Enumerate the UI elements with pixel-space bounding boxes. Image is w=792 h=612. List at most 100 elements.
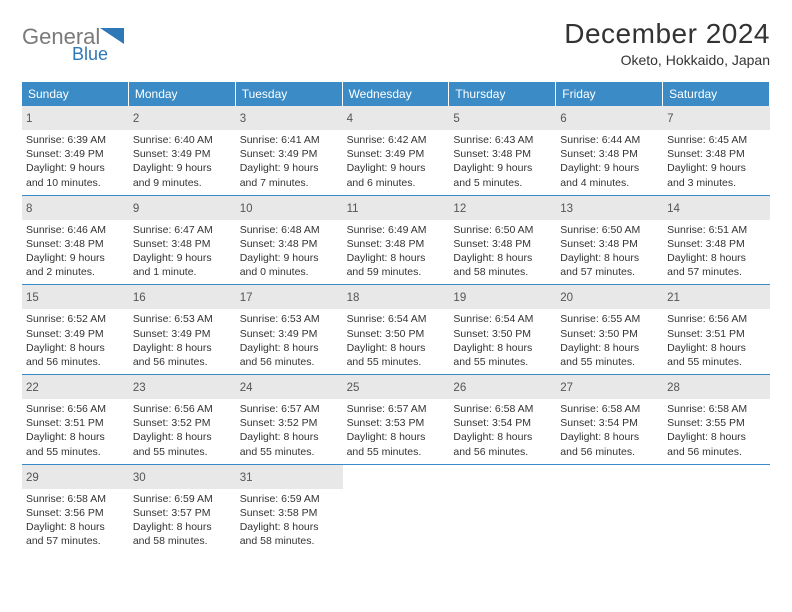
day-cell: 31Sunrise: 6:59 AMSunset: 3:58 PMDayligh… bbox=[236, 465, 343, 554]
day-info-line: Sunrise: 6:58 AM bbox=[560, 402, 659, 416]
day-number-row: 13 bbox=[556, 196, 663, 220]
day-number: 12 bbox=[453, 203, 466, 215]
day-cell bbox=[449, 465, 556, 554]
day-cell: 4Sunrise: 6:42 AMSunset: 3:49 PMDaylight… bbox=[343, 106, 450, 195]
title-location: Oketo, Hokkaido, Japan bbox=[564, 52, 770, 68]
day-info-line: Sunset: 3:48 PM bbox=[667, 237, 766, 251]
day-info-line: Sunrise: 6:50 AM bbox=[560, 223, 659, 237]
day-info-line: Daylight: 8 hours bbox=[347, 341, 446, 355]
day-number-row: 30 bbox=[129, 465, 236, 489]
day-number: 9 bbox=[133, 203, 139, 215]
day-number-row: 20 bbox=[556, 285, 663, 309]
day-number: 5 bbox=[453, 113, 459, 125]
day-info-line: and 55 minutes. bbox=[453, 355, 552, 369]
day-info-line: and 55 minutes. bbox=[26, 445, 125, 459]
day-info-line: Sunset: 3:55 PM bbox=[667, 416, 766, 430]
day-number: 31 bbox=[240, 472, 253, 484]
day-info-line: and 55 minutes. bbox=[240, 445, 339, 459]
logo: General Blue bbox=[22, 22, 142, 67]
day-info-line: Sunrise: 6:56 AM bbox=[133, 402, 232, 416]
day-number: 11 bbox=[347, 203, 359, 215]
day-cell: 6Sunrise: 6:44 AMSunset: 3:48 PMDaylight… bbox=[556, 106, 663, 195]
day-info-line: Daylight: 8 hours bbox=[133, 520, 232, 534]
day-info-line: Daylight: 8 hours bbox=[667, 341, 766, 355]
day-info-line: and 9 minutes. bbox=[133, 176, 232, 190]
day-number-row: 18 bbox=[343, 285, 450, 309]
day-cell: 2Sunrise: 6:40 AMSunset: 3:49 PMDaylight… bbox=[129, 106, 236, 195]
day-info-line: Sunrise: 6:58 AM bbox=[667, 402, 766, 416]
day-info-line: Sunset: 3:54 PM bbox=[453, 416, 552, 430]
header: General Blue December 2024 Oketo, Hokkai… bbox=[22, 18, 770, 68]
day-header: Sunday bbox=[22, 82, 129, 106]
day-info-line: Sunset: 3:49 PM bbox=[240, 147, 339, 161]
day-info-line: and 58 minutes. bbox=[453, 265, 552, 279]
day-info-line: Daylight: 9 hours bbox=[133, 251, 232, 265]
day-info-line: Sunrise: 6:41 AM bbox=[240, 133, 339, 147]
day-info-line: Daylight: 9 hours bbox=[26, 161, 125, 175]
day-number-row: 23 bbox=[129, 375, 236, 399]
day-info-line: Daylight: 8 hours bbox=[453, 341, 552, 355]
day-number: 15 bbox=[26, 292, 39, 304]
day-header: Thursday bbox=[449, 82, 556, 106]
day-cell: 21Sunrise: 6:56 AMSunset: 3:51 PMDayligh… bbox=[663, 285, 770, 374]
day-info-line: and 57 minutes. bbox=[26, 534, 125, 548]
day-cell: 16Sunrise: 6:53 AMSunset: 3:49 PMDayligh… bbox=[129, 285, 236, 374]
day-info-line: Sunset: 3:48 PM bbox=[347, 237, 446, 251]
day-info-line: and 55 minutes. bbox=[133, 445, 232, 459]
day-cell: 1Sunrise: 6:39 AMSunset: 3:49 PMDaylight… bbox=[22, 106, 129, 195]
day-info-line: Sunset: 3:48 PM bbox=[560, 237, 659, 251]
day-number-row: 21 bbox=[663, 285, 770, 309]
day-info-line: Sunset: 3:49 PM bbox=[26, 147, 125, 161]
day-info-line: Sunrise: 6:51 AM bbox=[667, 223, 766, 237]
day-number: 14 bbox=[667, 203, 680, 215]
day-number-row: 25 bbox=[343, 375, 450, 399]
day-number-row: 26 bbox=[449, 375, 556, 399]
day-info-line: Sunset: 3:48 PM bbox=[453, 147, 552, 161]
day-number: 27 bbox=[560, 382, 573, 394]
day-cell: 17Sunrise: 6:53 AMSunset: 3:49 PMDayligh… bbox=[236, 285, 343, 374]
day-info-line: Sunset: 3:48 PM bbox=[240, 237, 339, 251]
day-info-line: and 56 minutes. bbox=[560, 445, 659, 459]
day-header: Wednesday bbox=[343, 82, 450, 106]
day-info-line: Daylight: 8 hours bbox=[133, 341, 232, 355]
day-number-row: 10 bbox=[236, 196, 343, 220]
day-info-line: and 4 minutes. bbox=[560, 176, 659, 190]
day-cell bbox=[343, 465, 450, 554]
day-info-line: Daylight: 9 hours bbox=[560, 161, 659, 175]
day-info-line: Sunset: 3:52 PM bbox=[240, 416, 339, 430]
day-number: 24 bbox=[240, 382, 253, 394]
day-info-line: and 56 minutes. bbox=[133, 355, 232, 369]
day-number: 10 bbox=[240, 203, 253, 215]
day-info-line: Daylight: 9 hours bbox=[133, 161, 232, 175]
day-info-line: Sunset: 3:57 PM bbox=[133, 506, 232, 520]
day-number: 29 bbox=[26, 472, 39, 484]
day-info-line: Daylight: 9 hours bbox=[26, 251, 125, 265]
day-info-line: Daylight: 8 hours bbox=[453, 251, 552, 265]
day-info-line: and 55 minutes. bbox=[560, 355, 659, 369]
day-number: 30 bbox=[133, 472, 146, 484]
day-cell bbox=[663, 465, 770, 554]
day-number-row: 17 bbox=[236, 285, 343, 309]
day-cell bbox=[556, 465, 663, 554]
day-info-line: and 3 minutes. bbox=[667, 176, 766, 190]
day-info-line: Sunrise: 6:53 AM bbox=[133, 312, 232, 326]
day-cell: 23Sunrise: 6:56 AMSunset: 3:52 PMDayligh… bbox=[129, 375, 236, 464]
day-info-line: Daylight: 8 hours bbox=[240, 341, 339, 355]
day-cell: 29Sunrise: 6:58 AMSunset: 3:56 PMDayligh… bbox=[22, 465, 129, 554]
day-number-row: 12 bbox=[449, 196, 556, 220]
day-cell: 26Sunrise: 6:58 AMSunset: 3:54 PMDayligh… bbox=[449, 375, 556, 464]
day-info-line: Sunset: 3:49 PM bbox=[133, 327, 232, 341]
day-cell: 25Sunrise: 6:57 AMSunset: 3:53 PMDayligh… bbox=[343, 375, 450, 464]
day-number-row: 3 bbox=[236, 106, 343, 130]
day-info-line: Sunset: 3:49 PM bbox=[133, 147, 232, 161]
day-info-line: Sunset: 3:53 PM bbox=[347, 416, 446, 430]
day-info-line: Sunrise: 6:59 AM bbox=[133, 492, 232, 506]
day-info-line: Daylight: 8 hours bbox=[453, 430, 552, 444]
day-info-line: and 55 minutes. bbox=[667, 355, 766, 369]
day-info-line: Sunrise: 6:49 AM bbox=[347, 223, 446, 237]
day-number: 3 bbox=[240, 113, 246, 125]
day-info-line: Sunset: 3:48 PM bbox=[560, 147, 659, 161]
day-number-row: 28 bbox=[663, 375, 770, 399]
day-cell: 7Sunrise: 6:45 AMSunset: 3:48 PMDaylight… bbox=[663, 106, 770, 195]
day-info-line: Sunset: 3:48 PM bbox=[133, 237, 232, 251]
